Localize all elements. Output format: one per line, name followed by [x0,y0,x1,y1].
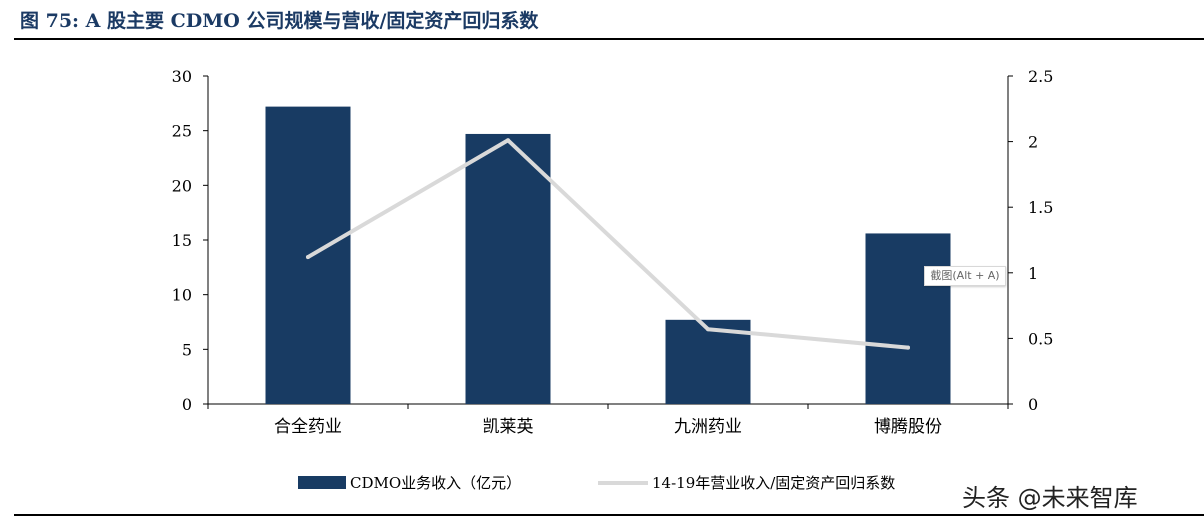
bar [465,133,551,405]
right-tick-label: 0 [1028,395,1038,414]
watermark: 头条 @未来智库 [962,484,1138,512]
figure-title: 图 75: A 股主要 CDMO 公司规模与营收/固定资产回归系数 [20,10,539,32]
screenshot-tooltip: 截图(Alt + A) [924,266,1006,286]
left-tick-label: 25 [172,122,192,141]
left-tick-label: 20 [172,176,192,195]
line-point [306,255,310,260]
line-point [706,327,710,332]
right-tick-label: 1 [1028,264,1038,283]
bar [665,319,751,404]
right-tick-label: 0.5 [1028,329,1053,348]
left-tick-label: 0 [182,395,192,414]
legend-bar-swatch [298,476,346,489]
legend-line-label: 14-19年营业收入/固定资产回归系数 [652,474,896,492]
line-point [906,345,910,350]
right-tick-label: 2.5 [1028,67,1053,86]
legend-line-swatch [598,481,648,485]
line-series [306,138,910,350]
category-label: 合全药业 [274,417,342,437]
category-label: 九洲药业 [674,417,742,437]
bar [865,233,951,404]
bottom-rule [14,514,1204,516]
left-tick-label: 30 [172,67,192,86]
top-rule [14,38,1204,40]
left-tick-label: 15 [172,231,192,250]
right-tick-label: 1.5 [1028,198,1053,217]
category-label: 凯莱英 [483,417,534,437]
category-label: 博腾股份 [874,417,942,437]
right-tick-label: 2 [1028,133,1038,152]
left-tick-label: 10 [172,286,192,305]
left-tick-label: 5 [182,340,192,359]
legend-bar-label: CDMO业务收入（亿元） [350,474,522,492]
line-point [506,138,510,143]
